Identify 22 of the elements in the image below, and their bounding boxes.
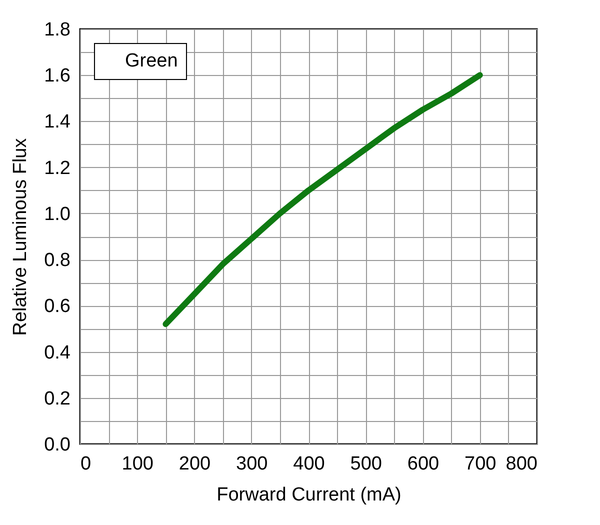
y-tick-label: 0.0 (44, 434, 70, 456)
y-tick-label: 1.0 (44, 204, 70, 225)
y-tick-label: 1.6 (44, 66, 70, 87)
x-tick-label: 800 (506, 454, 538, 474)
x-tick-label: 0 (80, 454, 92, 474)
text: Green (125, 50, 178, 72)
y-tick-label: 0.2 (44, 388, 70, 410)
y-tick-label: 1.2 (44, 158, 70, 179)
x-tick-label: 500 (350, 454, 382, 474)
x-axis-title: Forward Current (mA) (216, 484, 402, 506)
x-tick-label: 400 (293, 454, 325, 474)
y-tick-label: 0.6 (44, 296, 70, 318)
y-axis-title: Relative Luminous Flux (10, 138, 32, 336)
y-tick-label: 1.4 (44, 112, 71, 133)
y-tick-label: 0.4 (44, 342, 71, 364)
x-tick-label: 100 (122, 454, 154, 474)
y-tick-label: 0.8 (44, 250, 70, 272)
x-tick-label: 300 (236, 454, 268, 474)
x-tick-label: 600 (407, 454, 440, 474)
x-tick-label: 200 (178, 454, 211, 474)
y-tick-label: 1.8 (44, 20, 70, 40)
x-tick-label: 700 (464, 454, 496, 474)
